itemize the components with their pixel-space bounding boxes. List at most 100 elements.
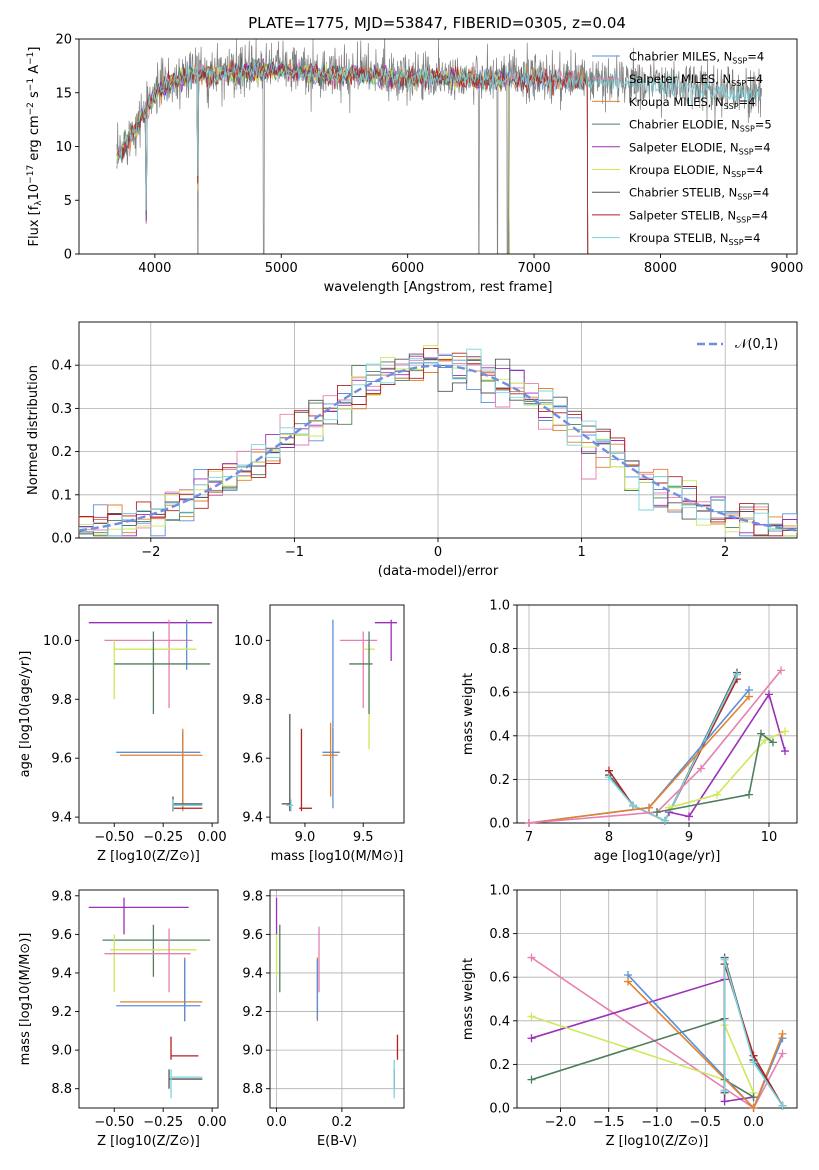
legend-label: Salpeter ELODIE, NSSP=4 (629, 140, 771, 156)
legend-prefix: , N (716, 50, 732, 64)
y-tick-label: 9.4 (51, 811, 72, 826)
y-tick-label: 15 (55, 86, 72, 101)
mass-weight-series-line (668, 692, 786, 818)
data-point-marker (624, 977, 633, 986)
x-tick-label: 0.2 (332, 1115, 353, 1130)
y-axis-label-part: Flux [ (27, 210, 42, 246)
legend-label: Kroupa MILES, NSSP=4 (629, 95, 756, 111)
data-point-marker (605, 773, 613, 782)
y-axis-label-part: A (27, 65, 42, 78)
data-point-marker (778, 1049, 787, 1058)
x-tick-label: −1.0 (641, 1115, 673, 1130)
data-point-marker (629, 801, 637, 810)
y-axis-label-part: −2 (26, 102, 36, 115)
legend-equals: = (746, 72, 756, 86)
x-tick-label: −1.5 (593, 1115, 625, 1130)
legend-subscript: SSP (740, 125, 755, 134)
y-tick-label: 10.0 (234, 634, 263, 649)
x-tick-label: −0.50 (94, 830, 134, 845)
legend-nssp: 4 (762, 186, 769, 200)
plot-area (275, 897, 399, 1099)
x-tick-label: 0.0 (743, 1115, 764, 1130)
axes-frame (516, 604, 798, 824)
residual-histogram-step (79, 348, 797, 537)
y-axis-label-part: erg cm (27, 115, 42, 164)
x-axis-label: Z [log10(Z/Z⊙)] (606, 1134, 709, 1149)
data-point-marker (765, 690, 773, 699)
x-tick-label: 0 (434, 545, 442, 560)
data-point-marker (720, 955, 729, 964)
spectrum-panel: PLATE=1775, MJD=53847, FIBERID=0305, z=0… (26, 14, 803, 295)
legend-nssp: 4 (757, 50, 764, 64)
plot-area (88, 897, 211, 1099)
legend-prefix: , N (721, 186, 737, 200)
data-point-marker (527, 1034, 536, 1043)
legend-equals: = (755, 118, 765, 132)
y-tick-label: 0 (64, 248, 72, 263)
y-tick-label: 10.0 (43, 634, 72, 649)
data-point-marker (761, 736, 769, 745)
x-tick-label: 8000 (644, 261, 677, 276)
residuals-panel: −2 −1 0 1 2 0.0 0.1 0.2 0.3 0.4 𝒩(0,1) (data-model)… (26, 321, 798, 579)
y-tick-label: 9.6 (51, 752, 72, 767)
y-tick-label: 0.4 (489, 1014, 510, 1029)
x-tick-label: 8 (605, 830, 613, 845)
legend-nssp: 4 (761, 208, 768, 222)
normal-distribution-curve (79, 364, 797, 532)
y-tick-label: 0.2 (489, 773, 510, 788)
legend-equals: = (746, 163, 756, 177)
plot-area (281, 619, 398, 812)
y-tick-label: 0.0 (51, 532, 72, 547)
x-tick-label: 4000 (138, 261, 171, 276)
y-tick-label: 9.8 (51, 693, 72, 708)
mass-weight-series-line (656, 732, 774, 813)
chart-title: PLATE=1775, MJD=53847, FIBERID=0305, z=0… (248, 14, 626, 32)
y-axis-label: Flux [fλ10−17 erg cm−2 s−1 A−1] (26, 47, 44, 247)
axes-frame (269, 604, 405, 824)
y-tick-label: 9.0 (242, 1044, 263, 1059)
legend-prefix: , N (724, 118, 740, 132)
data-point-marker (781, 747, 789, 756)
legend-equals: = (752, 186, 762, 200)
legend-prefix: , N (715, 72, 731, 86)
legend-label: Salpeter MILES, NSSP=4 (629, 72, 763, 88)
data-point-marker (749, 1058, 758, 1067)
legend-label: Kroupa STELIB, NSSP=4 (629, 231, 761, 247)
y-axis-label: mass weight (461, 958, 476, 1040)
y-tick-label: 0.0 (489, 817, 510, 832)
legend-prefix: , N (720, 208, 736, 222)
y-tick-label: 9.6 (242, 928, 263, 943)
data-point-marker (527, 953, 536, 962)
y-axis-label: mass weight (461, 673, 476, 755)
legend-nssp: 4 (756, 163, 763, 177)
data-point-marker (749, 1104, 758, 1112)
data-point-marker (778, 1029, 787, 1038)
axes-frame (78, 604, 219, 824)
y-axis-label-part: ] (27, 47, 42, 52)
y-tick-label: 9.4 (242, 811, 263, 826)
legend-series-name: Kroupa ELODIE (629, 163, 715, 177)
y-tick-label: 9.2 (51, 1005, 72, 1020)
data-point-marker (781, 727, 789, 736)
data-point-marker (769, 738, 777, 747)
y-tick-label: 9.6 (51, 928, 72, 943)
legend-series-name: Kroupa MILES (629, 95, 708, 109)
data-point-marker (778, 1101, 787, 1110)
legend-label: Chabrier STELIB, NSSP=4 (629, 186, 769, 202)
legend-prefix: , N (713, 231, 729, 245)
y-axis-label: age [log10(age/yr)] (18, 651, 33, 778)
x-tick-label: −0.25 (143, 1115, 183, 1130)
data-point-marker (653, 808, 661, 817)
x-tick-label: 9.0 (295, 830, 316, 845)
data-point-marker (720, 1097, 729, 1106)
y-tick-label: 0.0 (489, 1102, 510, 1117)
legend-label: Chabrier ELODIE, NSSP=5 (629, 118, 772, 134)
data-point-marker (527, 1075, 536, 1084)
mass-weight-series-line (528, 669, 782, 824)
legend-equals: = (747, 50, 757, 64)
legend-equals: = (751, 208, 761, 222)
data-point-marker (645, 803, 653, 812)
x-tick-label: −2.0 (545, 1115, 577, 1130)
x-axis-label: Z [log10(Z/Z⊙)] (97, 849, 200, 864)
